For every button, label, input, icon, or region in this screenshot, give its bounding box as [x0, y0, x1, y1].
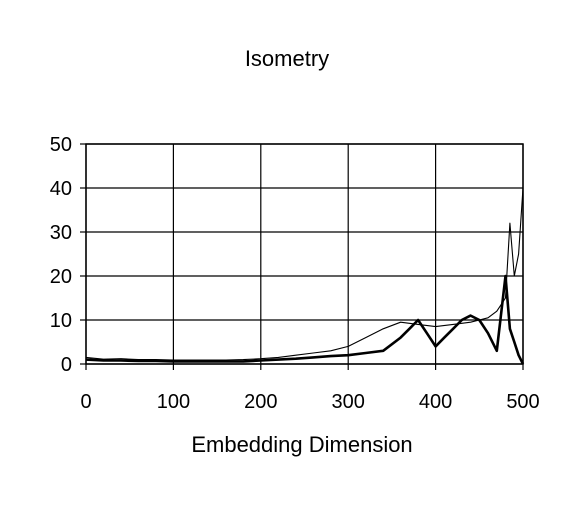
y-tick-label: 30	[50, 222, 72, 244]
plot-area-border	[85, 143, 524, 365]
x-tick-label: 200	[244, 391, 277, 413]
x-axis-label: Embedding Dimension	[191, 432, 412, 457]
series-layer	[85, 187, 525, 365]
x-tick-label: 0	[80, 391, 91, 413]
y-tick-label: 0	[61, 354, 72, 376]
series-line-2	[85, 274, 525, 365]
x-tick-label: 300	[332, 391, 365, 413]
y-axis-ticks: 0 10 20 30 40 50	[50, 134, 86, 376]
plot-frame	[85, 143, 524, 365]
chart-title: Isometry	[245, 46, 329, 71]
y-tick-label: 50	[50, 134, 72, 156]
x-tick-label: 400	[419, 391, 452, 413]
x-tick-label: 500	[506, 391, 539, 413]
series-line-1	[85, 187, 524, 361]
x-axis-ticks: 0 100 200 300 400 500	[80, 364, 540, 413]
y-tick-label: 10	[50, 310, 72, 332]
y-tick-label: 40	[50, 178, 72, 200]
grid-lines	[85, 143, 524, 365]
x-tick-label: 100	[157, 391, 190, 413]
y-tick-label: 20	[50, 266, 72, 288]
